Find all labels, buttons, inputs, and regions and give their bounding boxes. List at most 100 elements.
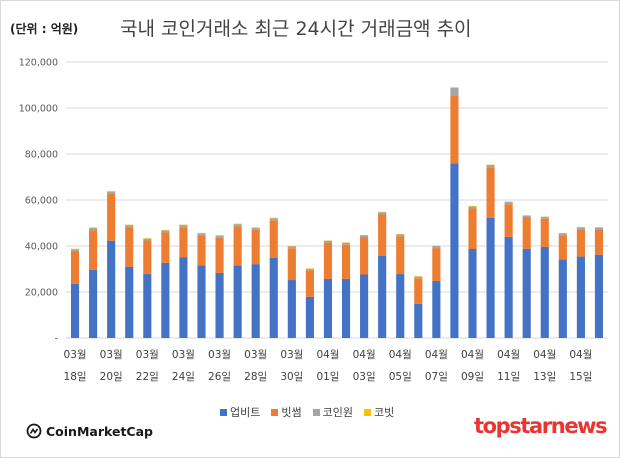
legend-label: 코빗 xyxy=(374,406,395,419)
bar-segment-series-0-cat-24 xyxy=(504,236,513,338)
legend-swatch xyxy=(312,408,320,416)
x-tick-label-month: 03월 xyxy=(244,349,267,361)
bar-segment-series-1-cat-20 xyxy=(432,248,441,281)
bar-segment-series-1-cat-6 xyxy=(179,227,188,258)
y-tick-label: 80,000 xyxy=(25,150,58,161)
x-tick-label-month: 03월 xyxy=(208,349,231,361)
bar-segment-series-2-cat-16 xyxy=(360,235,369,238)
bar-segment-series-0-cat-12 xyxy=(287,280,296,338)
bar-segment-series-1-cat-27 xyxy=(558,235,567,260)
bar-segment-series-2-cat-13 xyxy=(305,268,314,271)
bar-segment-series-0-cat-11 xyxy=(269,257,278,338)
coinmarketcap-logo-icon xyxy=(26,423,42,439)
bar-segment-series-1-cat-24 xyxy=(504,204,513,237)
bar-segment-series-0-cat-14 xyxy=(323,278,333,338)
bar-segment-series-2-cat-17 xyxy=(378,212,387,215)
legend-label: 코인원 xyxy=(322,406,353,419)
bar-segment-series-0-cat-23 xyxy=(486,217,495,338)
bar-segment-series-0-cat-8 xyxy=(215,272,224,338)
bar-segment-series-1-cat-14 xyxy=(323,243,333,279)
bar-segment-series-1-cat-25 xyxy=(522,217,531,249)
bar-segment-series-2-cat-19 xyxy=(414,276,423,279)
bar-segment-series-0-cat-15 xyxy=(341,278,351,338)
bar-segment-series-0-cat-17 xyxy=(378,255,387,338)
bar-segment-series-0-cat-0 xyxy=(70,283,80,338)
bar-segment-series-0-cat-26 xyxy=(540,246,549,338)
bar-segment-series-2-cat-9 xyxy=(233,224,242,227)
bar-segment-series-1-cat-7 xyxy=(197,235,206,266)
bar-segment-series-1-cat-15 xyxy=(341,244,351,279)
x-tick-label-day: 11일 xyxy=(497,370,520,383)
bar-segment-series-1-cat-22 xyxy=(468,208,477,249)
x-tick-label-month: 04월 xyxy=(425,349,448,361)
x-tick-label-month: 04월 xyxy=(461,349,484,361)
bar-segment-series-0-cat-2 xyxy=(107,240,116,338)
bar-segment-series-1-cat-21 xyxy=(450,96,459,164)
bar-segment-series-2-cat-14 xyxy=(323,240,333,244)
bar-segment-series-1-cat-2 xyxy=(107,194,116,241)
bar-segment-series-2-cat-1 xyxy=(89,227,98,231)
bar-segment-series-3-cat-21 xyxy=(450,87,459,88)
bar-segment-series-2-cat-3 xyxy=(125,225,134,228)
bar-segment-series-2-cat-8 xyxy=(215,235,224,238)
y-tick-label: 20,000 xyxy=(25,288,58,299)
x-tick-label-day: 24일 xyxy=(172,370,195,383)
bar-segment-series-1-cat-18 xyxy=(396,236,405,275)
bar-segment-series-2-cat-25 xyxy=(522,215,531,218)
bar-segment-series-2-cat-10 xyxy=(251,227,260,230)
legend-swatch xyxy=(364,408,371,416)
x-tick-label-month: 04월 xyxy=(316,349,339,361)
bar-segment-series-1-cat-0 xyxy=(70,251,80,284)
bar-segment-series-0-cat-22 xyxy=(468,248,477,338)
bar-segment-series-2-cat-24 xyxy=(504,202,513,205)
x-tick-label-day: 13일 xyxy=(533,370,556,383)
legend: 업비트 빗썸 코인원 코빗 xyxy=(220,404,394,420)
bar-segment-series-2-cat-6 xyxy=(179,225,188,228)
bar-segment-series-1-cat-26 xyxy=(540,218,549,247)
bar-segment-series-0-cat-29 xyxy=(594,254,604,338)
bar-segment-series-2-cat-22 xyxy=(468,206,477,209)
bar-segment-series-0-cat-13 xyxy=(305,296,314,338)
y-tick-label: 100,000 xyxy=(19,104,58,115)
legend-swatch xyxy=(271,408,279,416)
x-tick-label-month: 03월 xyxy=(172,349,195,361)
x-tick-label-month: 04월 xyxy=(533,349,556,361)
x-tick-label-day: 30일 xyxy=(280,370,303,383)
x-tick-label-day: 07일 xyxy=(425,370,448,383)
bar-segment-series-2-cat-0 xyxy=(70,249,80,252)
legend-label: 업비트 xyxy=(230,406,261,419)
bar-segment-series-2-cat-23 xyxy=(486,165,495,168)
legend-item: 업비트 xyxy=(220,404,260,420)
x-tick-label-day: 01일 xyxy=(316,370,339,383)
y-tick-label: 60,000 xyxy=(25,196,58,207)
bar-segment-series-2-cat-18 xyxy=(396,234,405,237)
bar-segment-series-1-cat-10 xyxy=(251,229,260,265)
bar-segment-series-1-cat-5 xyxy=(161,232,170,263)
x-tick-label-month: 03월 xyxy=(100,349,123,361)
bar-segment-series-0-cat-27 xyxy=(558,259,567,338)
bar-segment-series-3-cat-2 xyxy=(107,191,116,192)
bar-segment-series-1-cat-16 xyxy=(360,237,369,275)
bar-segment-series-1-cat-4 xyxy=(143,240,152,275)
bar-segment-series-0-cat-25 xyxy=(522,248,531,338)
bar-segment-series-0-cat-16 xyxy=(360,274,369,338)
x-tick-label-month: 04월 xyxy=(569,349,592,361)
bar-segment-series-2-cat-2 xyxy=(107,191,116,195)
bar-segment-series-0-cat-10 xyxy=(251,264,260,338)
bar-segment-series-0-cat-6 xyxy=(179,257,188,338)
coinmarketcap-brand: CoinMarketCap xyxy=(26,423,153,439)
legend-item: 코빗 xyxy=(364,404,394,420)
x-tick-label-day: 26일 xyxy=(208,370,231,383)
bar-segment-series-2-cat-28 xyxy=(576,227,585,230)
bar-segment-series-2-cat-7 xyxy=(197,233,206,236)
bar-segment-series-0-cat-5 xyxy=(161,262,170,338)
chart-title: 국내 코인거래소 최근 24시간 거래금액 추이 xyxy=(120,18,472,40)
bar-segment-series-1-cat-1 xyxy=(89,230,98,270)
legend-item: 빗썸 xyxy=(271,404,302,420)
y-tick-label: - xyxy=(55,334,58,345)
legend-swatch xyxy=(220,408,227,416)
x-tick-label-day: 05일 xyxy=(389,370,412,383)
bar-segment-series-0-cat-19 xyxy=(414,303,423,338)
x-tick-label-day: 15일 xyxy=(569,370,592,383)
